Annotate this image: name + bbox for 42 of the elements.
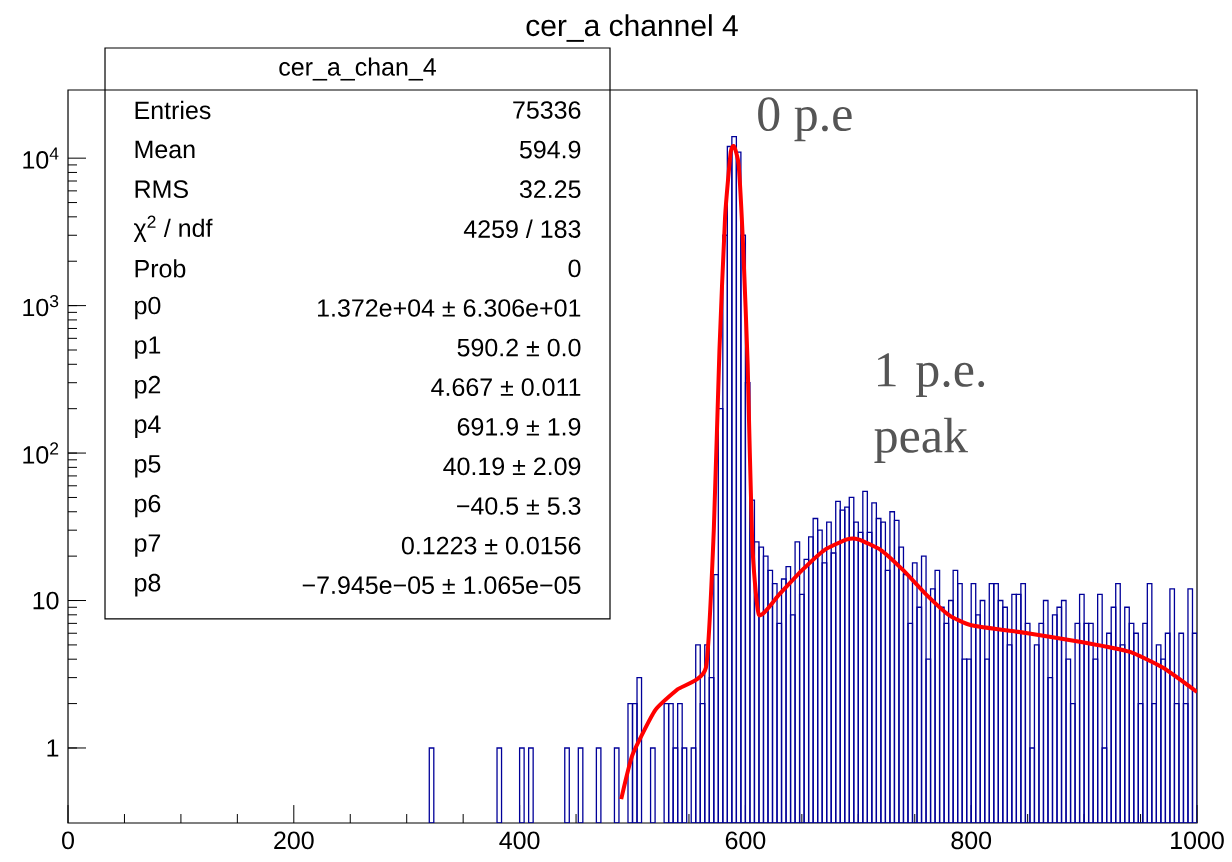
x-tick-label: 800: [951, 831, 992, 850]
y-tick-label: 1: [47, 739, 59, 757]
annotation: p5: [135, 455, 161, 478]
annotation: Mean: [135, 140, 195, 159]
x-tick-label: 1000: [1171, 831, 1224, 850]
annotation: p0: [135, 296, 161, 320]
annotation: p7: [135, 534, 161, 557]
annotation: 40.19 ± 2.09: [443, 457, 581, 476]
annotation: 4259 / 183: [463, 219, 581, 238]
annotation: 0.1223 ± 0.0156: [401, 536, 581, 555]
annotation: p2: [135, 375, 161, 399]
x-tick-label: 400: [499, 831, 540, 850]
annotation: 75336: [513, 101, 581, 119]
y-tick-label: 10$^{3}$: [23, 294, 59, 317]
annotation: p6: [135, 494, 161, 518]
annotation: −40.5 ± 5.3: [457, 497, 581, 515]
annotation: 1.372e+04 ± 6.306e+01: [318, 299, 581, 317]
annotation: 590.2 ± 0.0: [457, 338, 581, 357]
y-tick-label: 10$^{4}$: [23, 147, 59, 169]
annotation: RMS: [135, 180, 188, 199]
annotation: 1 p.e. peak: [874, 353, 985, 463]
annotation: p4: [135, 415, 161, 438]
text: cer_a_chan_4: [279, 57, 436, 81]
annotation: Entries: [135, 100, 211, 120]
y-tick-label: 10$^{2}$: [23, 442, 59, 464]
x-tick-label: 200: [274, 831, 314, 850]
annotation: 4.667 ± 0.011: [431, 378, 581, 397]
annotation: 0 p.e: [758, 97, 852, 142]
y-tick-label: 10: [33, 591, 59, 610]
chart-title: cer_a channel 4: [526, 14, 738, 42]
x-tick-label: 0: [62, 831, 74, 850]
x-tick-label: 600: [725, 831, 766, 850]
line-series: [619, 144, 1198, 802]
annotation: 32.25: [519, 180, 581, 199]
annotation: 691.9 ± 1.9: [457, 417, 581, 436]
annotation: −7.945e−05 ± 1.065e−05: [302, 576, 581, 595]
annotation: p8: [135, 573, 161, 597]
annotation: p1: [135, 336, 161, 359]
annotation: Prob: [135, 259, 186, 278]
annotation: 594.9: [519, 140, 581, 159]
annotation: 0: [568, 259, 581, 278]
annotation: χ$^{2}$ / ndf: [133, 215, 213, 242]
